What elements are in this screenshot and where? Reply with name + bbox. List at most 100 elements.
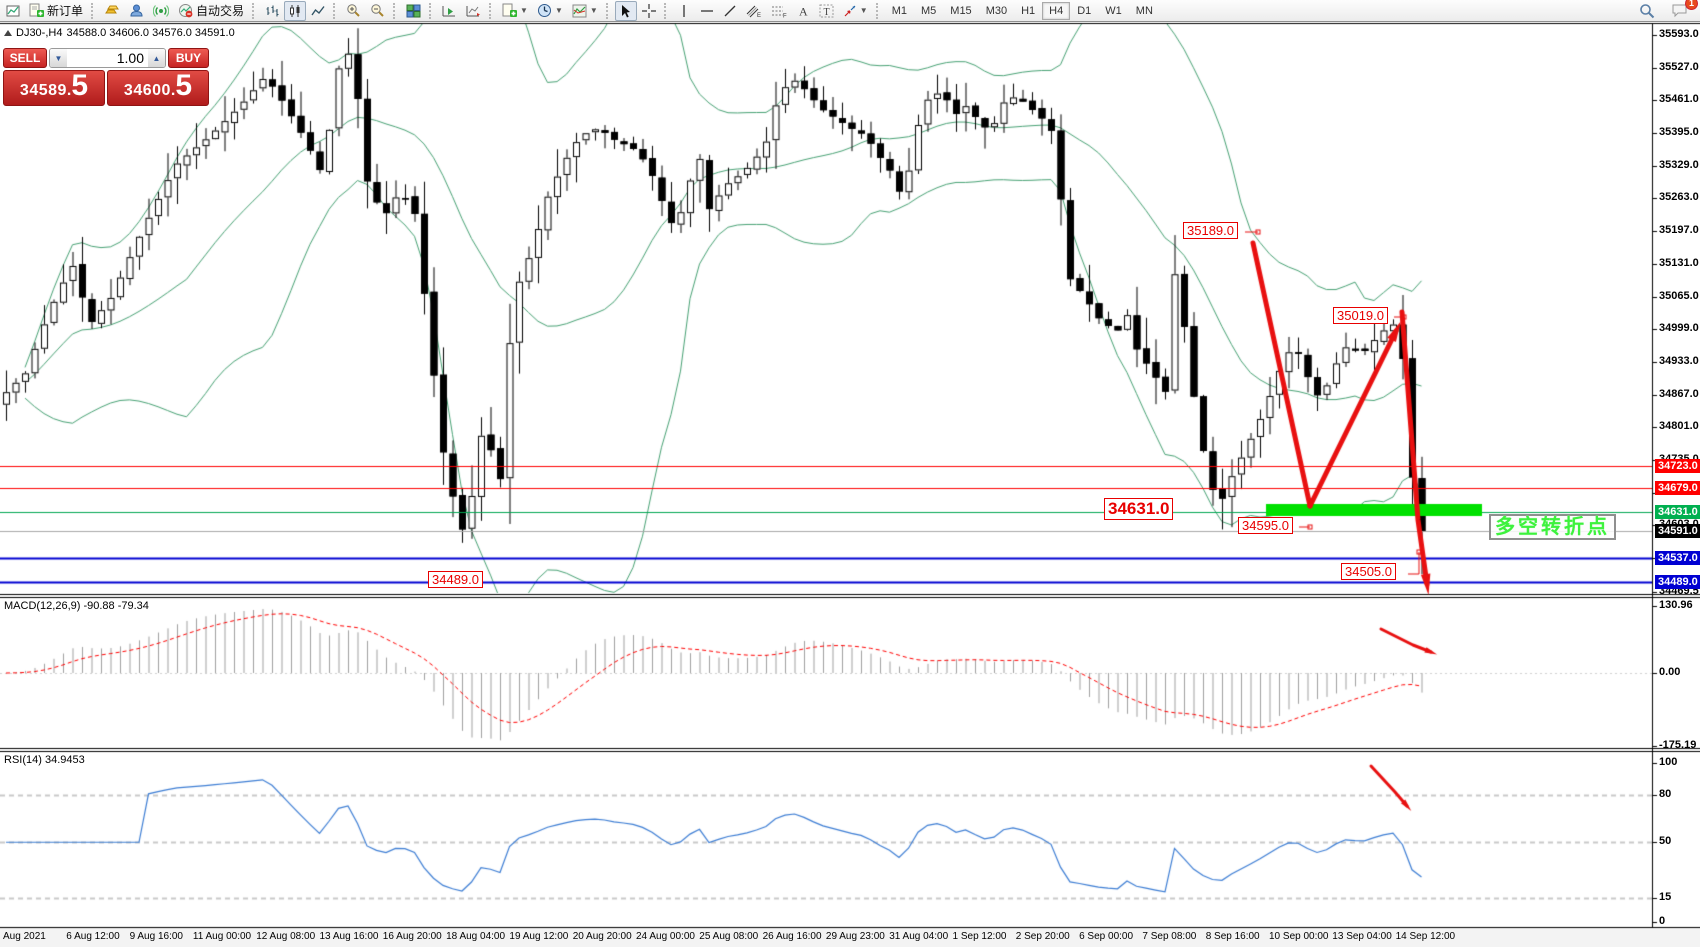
- price-tick-label: 34801.0: [1659, 420, 1699, 433]
- gold-button[interactable]: [100, 1, 124, 21]
- dropdown-caret-icon: ▼: [520, 6, 528, 15]
- time-axis-label: 1 Sep 12:00: [952, 931, 1007, 942]
- price-tick-label: 35131.0: [1659, 256, 1699, 269]
- time-axis-label: 8 Sep 16:00: [1205, 931, 1260, 942]
- rsi-label: RSI(14) 34.9453: [4, 754, 85, 766]
- timeframe-bar: M1 M5 M15 M30 H1 H4 D1 W1 MN: [885, 1, 1160, 20]
- volume-input[interactable]: [67, 49, 148, 67]
- rsi-axis-label: 0: [1659, 914, 1666, 927]
- autotrade-icon: [179, 4, 193, 18]
- sell-button[interactable]: SELL: [3, 48, 47, 68]
- cursor-icon: [622, 4, 631, 17]
- price-tick-label: 35395.0: [1659, 126, 1699, 139]
- time-axis-label: 25 Aug 08:00: [699, 931, 759, 942]
- price-tick-label: 35329.0: [1659, 158, 1699, 171]
- time-axis-label: 7 Sep 08:00: [1142, 931, 1197, 942]
- time-axis-label: 16 Aug 20:00: [382, 931, 442, 942]
- candlestick-chart-button[interactable]: [284, 0, 307, 21]
- line-chart-button[interactable]: [307, 1, 329, 21]
- search-button[interactable]: [1635, 1, 1659, 21]
- price-annotation-box[interactable]: 34489.0: [428, 571, 483, 588]
- community-icon: [130, 4, 143, 17]
- one-click-trading-panel: SELL ▼ ▲ BUY 34589.5 34600.5: [3, 48, 209, 106]
- sell-price-int: 34589: [19, 82, 67, 99]
- trendline-tool-button[interactable]: [719, 1, 741, 21]
- timeframe-button-m1[interactable]: M1: [891, 4, 907, 17]
- toolbar-grip: [875, 2, 881, 19]
- indicators-icon: [572, 4, 587, 17]
- bar-chart-button[interactable]: [261, 1, 283, 21]
- auto-scroll-button[interactable]: [438, 1, 461, 21]
- zoom-out-button[interactable]: [366, 1, 389, 21]
- new-order-button[interactable]: 新订单: [25, 1, 87, 21]
- symbol-collapse-icon[interactable]: [4, 30, 12, 36]
- toolbar-grip: [663, 2, 669, 19]
- buy-button[interactable]: BUY: [168, 48, 209, 68]
- buy-price-display[interactable]: 34600. 5: [107, 70, 209, 106]
- volume-up-button[interactable]: ▲: [148, 49, 165, 67]
- time-axis-label: 11 Aug 00:00: [192, 931, 252, 942]
- signal-button[interactable]: [149, 1, 173, 21]
- crosshair-tool-button[interactable]: [638, 1, 660, 21]
- buy-price-dot: .: [170, 82, 176, 99]
- chat-button[interactable]: 1: [1667, 0, 1698, 21]
- timeframe-button-d1[interactable]: D1: [1077, 4, 1092, 17]
- timeframe-button-m30[interactable]: M30: [985, 4, 1008, 17]
- time-axis-label: 10 Sep 00:00: [1269, 931, 1329, 942]
- signal-icon: [153, 5, 170, 17]
- price-annotation-box[interactable]: 35019.0: [1333, 307, 1388, 324]
- period-dropdown[interactable]: ▼: [533, 1, 567, 21]
- timeframe-button-h4[interactable]: H4: [1042, 1, 1071, 20]
- tile-windows-button[interactable]: [402, 1, 425, 21]
- chart-window-icon[interactable]: [2, 1, 24, 21]
- autotrade-button[interactable]: 自动交易: [174, 1, 248, 21]
- timeframe-button-w1[interactable]: W1: [1105, 4, 1122, 17]
- timeframe-button-h1[interactable]: H1: [1021, 4, 1036, 17]
- timeframe-button-mn[interactable]: MN: [1135, 4, 1153, 17]
- text-tool-button[interactable]: A: [792, 1, 814, 21]
- price-tick-label: 35461.0: [1659, 93, 1699, 106]
- toolbar-grip: [429, 2, 434, 19]
- svg-text:T: T: [823, 7, 829, 18]
- price-annotation-box[interactable]: 34631.0: [1104, 498, 1174, 520]
- dropdown-caret-icon: ▼: [859, 6, 868, 15]
- price-annotation-box[interactable]: 34595.0: [1238, 517, 1293, 534]
- time-axis-label: 24 Aug 00:00: [636, 931, 695, 942]
- community-button[interactable]: [125, 1, 148, 21]
- price-tick-label: 35593.0: [1659, 27, 1699, 40]
- indicators-dropdown[interactable]: ▼: [568, 1, 602, 21]
- sell-price-display[interactable]: 34589. 5: [3, 70, 105, 106]
- price-annotation-box[interactable]: 35189.0: [1183, 222, 1238, 239]
- vline-tool-button[interactable]: [673, 1, 695, 21]
- vertical-line-icon: [683, 4, 685, 17]
- fibonacci-tool-button[interactable]: F: [767, 1, 791, 21]
- chart-surface[interactable]: [0, 22, 1700, 947]
- cursor-tool-button[interactable]: [614, 0, 637, 21]
- channel-tool-button[interactable]: E: [742, 1, 766, 21]
- volume-down-button[interactable]: ▼: [50, 49, 67, 67]
- hline-tool-button[interactable]: [696, 1, 718, 21]
- gold-bars-icon: [105, 5, 119, 13]
- dropdown-caret-icon: ▼: [554, 6, 563, 15]
- price-line-label: 34537.0: [1655, 551, 1700, 566]
- new-order-dropdown[interactable]: ▼: [498, 1, 532, 21]
- timeframe-button-m5[interactable]: M5: [921, 4, 937, 17]
- trendline-icon: [724, 5, 736, 16]
- turning-point-annotation[interactable]: 多空转折点: [1489, 514, 1616, 540]
- macd-label: MACD(12,26,9) -90.88 -79.34: [4, 600, 149, 612]
- time-axis-label: 12 Aug 08:00: [256, 931, 316, 942]
- autotrade-label: 自动交易: [196, 4, 245, 18]
- time-axis-label: 31 Aug 04:00: [889, 931, 949, 942]
- rsi-axis-label: 50: [1659, 835, 1672, 848]
- label-tool-button[interactable]: T: [815, 1, 838, 21]
- chart-shift-icon: [466, 5, 481, 16]
- time-axis-label: Aug 2021: [3, 931, 46, 942]
- time-axis-label: 18 Aug 04:00: [446, 931, 506, 942]
- zoom-in-button[interactable]: [342, 1, 365, 21]
- macd-axis-label: 0.00: [1659, 666, 1681, 678]
- svg-text:E: E: [757, 13, 761, 18]
- shapes-dropdown[interactable]: ▼: [839, 1, 872, 21]
- price-annotation-box[interactable]: 34505.0: [1341, 563, 1396, 580]
- chart-shift-button[interactable]: [462, 1, 485, 21]
- timeframe-button-m15[interactable]: M15: [950, 4, 972, 17]
